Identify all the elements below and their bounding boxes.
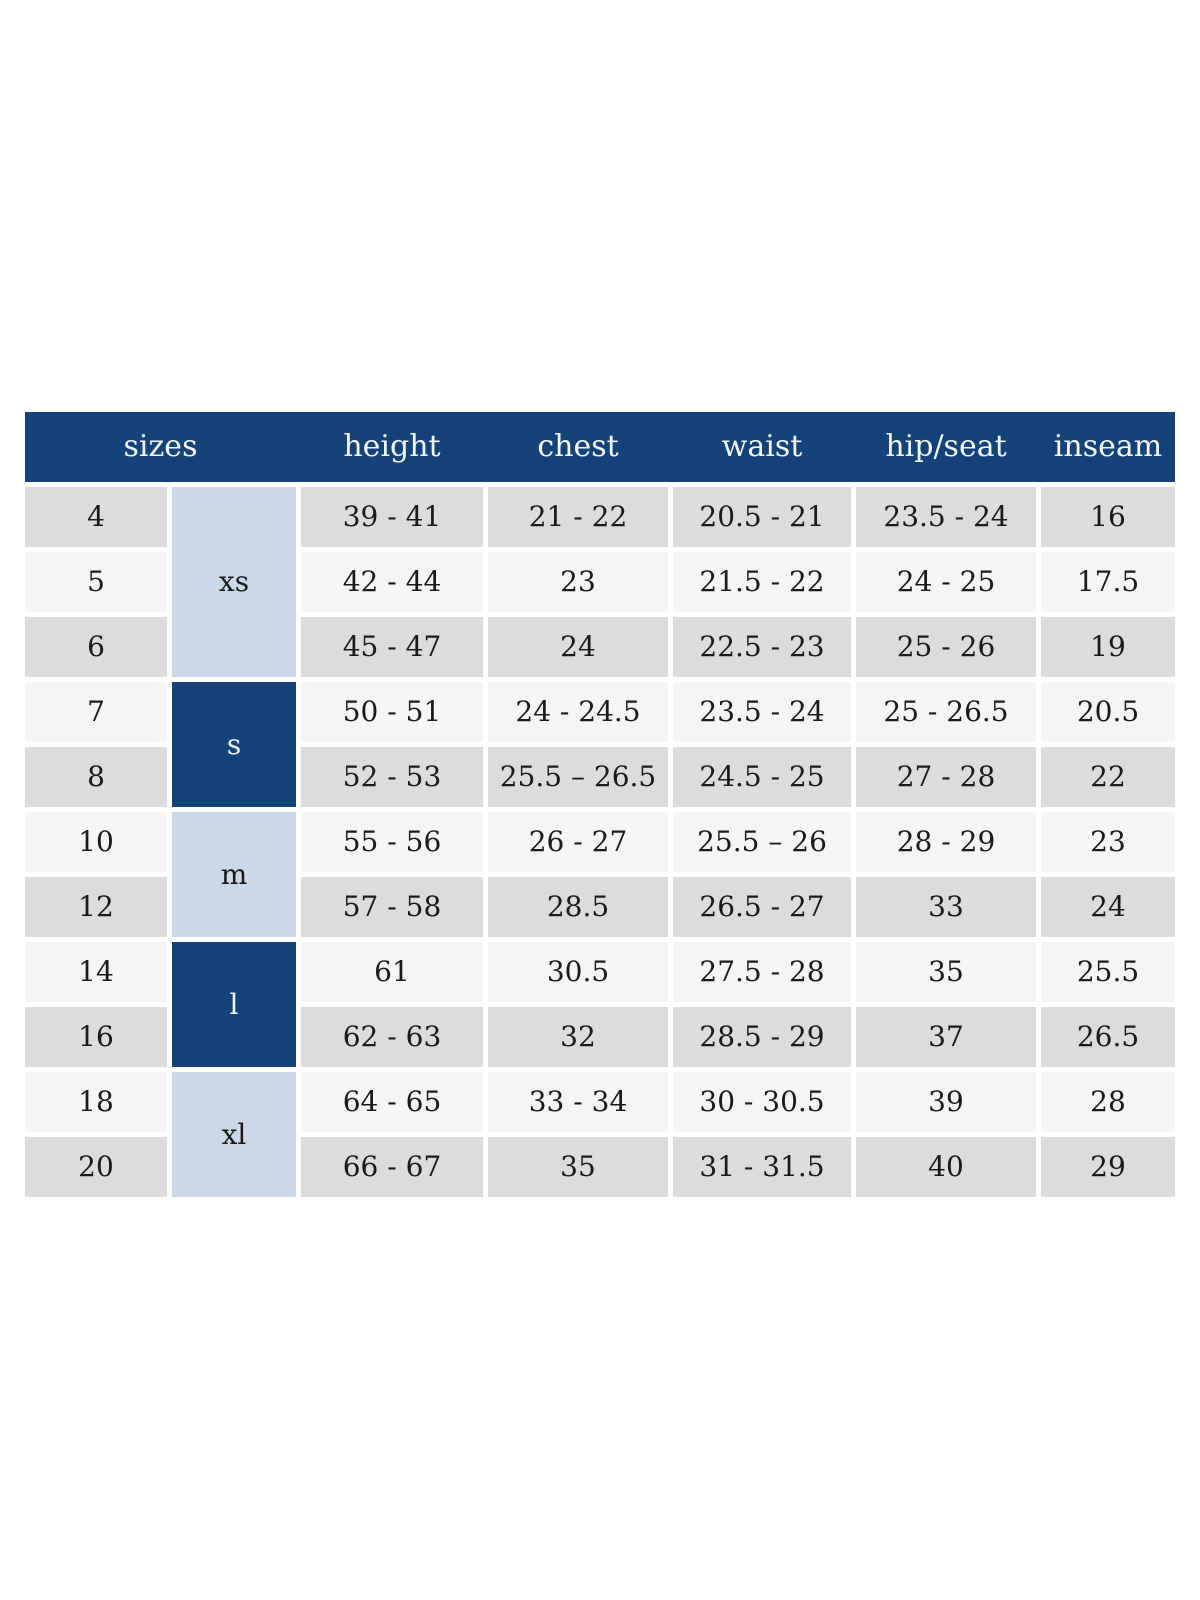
size-cell: 7 — [25, 682, 167, 742]
size-cell: 14 — [25, 942, 167, 1002]
waist-cell: 23.5 - 24 — [673, 682, 851, 742]
hip-seat-cell: 27 - 28 — [856, 747, 1036, 807]
waist-cell: 28.5 - 29 — [673, 1007, 851, 1067]
hip-seat-cell: 39 — [856, 1072, 1036, 1132]
hip-seat-cell: 37 — [856, 1007, 1036, 1067]
inseam-cell: 26.5 — [1041, 1007, 1175, 1067]
inseam-cell: 25.5 — [1041, 942, 1175, 1002]
height-cell: 39 - 41 — [301, 487, 483, 547]
size-group-cell-xs: xs — [172, 487, 296, 677]
height-cell: 50 - 51 — [301, 682, 483, 742]
size-cell: 20 — [25, 1137, 167, 1197]
table-body: 4 xs 39 - 41 21 - 22 20.5 - 21 23.5 - 24… — [25, 487, 1175, 1197]
size-group-cell-m: m — [172, 812, 296, 937]
chest-cell: 24 - 24.5 — [488, 682, 668, 742]
col-header-hip-seat: hip/seat — [885, 429, 1007, 464]
chest-cell: 26 - 27 — [488, 812, 668, 872]
inseam-cell: 28 — [1041, 1072, 1175, 1132]
size-cell: 5 — [25, 552, 167, 612]
waist-cell: 20.5 - 21 — [673, 487, 851, 547]
size-cell: 12 — [25, 877, 167, 937]
hip-seat-cell: 28 - 29 — [856, 812, 1036, 872]
height-cell: 55 - 56 — [301, 812, 483, 872]
hip-seat-cell: 23.5 - 24 — [856, 487, 1036, 547]
col-header-inseam: inseam — [1053, 429, 1163, 464]
size-cell: 16 — [25, 1007, 167, 1067]
inseam-cell: 22 — [1041, 747, 1175, 807]
waist-cell: 31 - 31.5 — [673, 1137, 851, 1197]
waist-cell: 22.5 - 23 — [673, 617, 851, 677]
col-header-chest: chest — [537, 429, 619, 464]
size-cell: 8 — [25, 747, 167, 807]
hip-seat-cell: 40 — [856, 1137, 1036, 1197]
waist-cell: 25.5 – 26 — [673, 812, 851, 872]
waist-cell: 24.5 - 25 — [673, 747, 851, 807]
inseam-cell: 24 — [1041, 877, 1175, 937]
hip-seat-cell: 33 — [856, 877, 1036, 937]
waist-cell: 26.5 - 27 — [673, 877, 851, 937]
chest-cell: 33 - 34 — [488, 1072, 668, 1132]
height-cell: 45 - 47 — [301, 617, 483, 677]
inseam-cell: 29 — [1041, 1137, 1175, 1197]
chest-cell: 25.5 – 26.5 — [488, 747, 668, 807]
hip-seat-cell: 35 — [856, 942, 1036, 1002]
chest-cell: 23 — [488, 552, 668, 612]
chest-cell: 32 — [488, 1007, 668, 1067]
size-cell: 4 — [25, 487, 167, 547]
height-cell: 66 - 67 — [301, 1137, 483, 1197]
height-cell: 61 — [301, 942, 483, 1002]
size-group-cell-l: l — [172, 942, 296, 1067]
height-cell: 52 - 53 — [301, 747, 483, 807]
chest-cell: 28.5 — [488, 877, 668, 937]
waist-cell: 30 - 30.5 — [673, 1072, 851, 1132]
hip-seat-cell: 25 - 26.5 — [856, 682, 1036, 742]
waist-cell: 21.5 - 22 — [673, 552, 851, 612]
size-group-cell-xl: xl — [172, 1072, 296, 1197]
table-header-row: sizes height chest waist hip/seat inseam — [25, 412, 1175, 482]
inseam-cell: 16 — [1041, 487, 1175, 547]
size-group-cell-s: s — [172, 682, 296, 807]
col-header-sizes: sizes — [123, 429, 198, 464]
height-cell: 64 - 65 — [301, 1072, 483, 1132]
inseam-cell: 17.5 — [1041, 552, 1175, 612]
inseam-cell: 19 — [1041, 617, 1175, 677]
height-cell: 42 - 44 — [301, 552, 483, 612]
col-header-height: height — [343, 429, 441, 464]
chest-cell: 35 — [488, 1137, 668, 1197]
height-cell: 57 - 58 — [301, 877, 483, 937]
chest-cell: 30.5 — [488, 942, 668, 1002]
size-cell: 18 — [25, 1072, 167, 1132]
size-chart-table: sizes height chest waist hip/seat inseam… — [25, 412, 1175, 1197]
size-cell: 6 — [25, 617, 167, 677]
chest-cell: 24 — [488, 617, 668, 677]
inseam-cell: 20.5 — [1041, 682, 1175, 742]
col-header-waist: waist — [721, 429, 803, 464]
chest-cell: 21 - 22 — [488, 487, 668, 547]
hip-seat-cell: 24 - 25 — [856, 552, 1036, 612]
inseam-cell: 23 — [1041, 812, 1175, 872]
waist-cell: 27.5 - 28 — [673, 942, 851, 1002]
size-cell: 10 — [25, 812, 167, 872]
hip-seat-cell: 25 - 26 — [856, 617, 1036, 677]
height-cell: 62 - 63 — [301, 1007, 483, 1067]
